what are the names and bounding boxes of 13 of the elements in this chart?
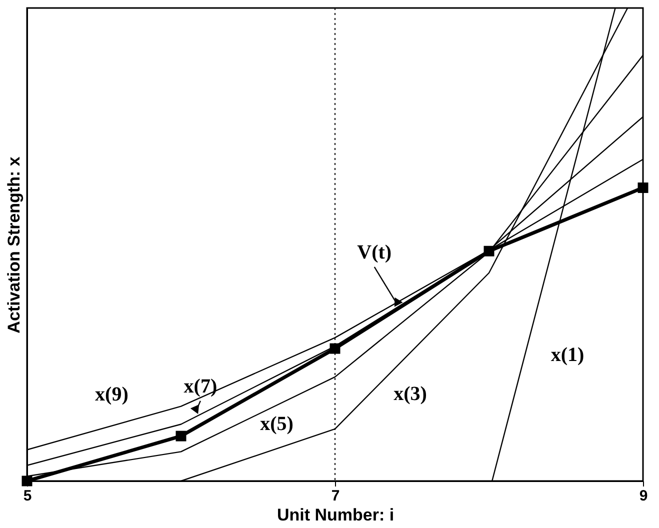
x-tick-label: 5 [23, 488, 32, 504]
series-label: x(5) [260, 412, 294, 435]
series-label: x(7) [184, 375, 218, 398]
text: V(t) [357, 241, 392, 264]
y-axis-title: Activation Strength: x [4, 156, 24, 334]
point [176, 430, 186, 442]
series-label: x(1) [550, 344, 584, 366]
x-tick-label: 7 [331, 488, 340, 504]
series-label: x(3) [394, 382, 427, 405]
x-axis-title: Unit Number: i [276, 506, 394, 524]
point [638, 182, 648, 193]
x-tick-label: 9 [639, 488, 648, 504]
series-label: x(9) [95, 384, 128, 406]
